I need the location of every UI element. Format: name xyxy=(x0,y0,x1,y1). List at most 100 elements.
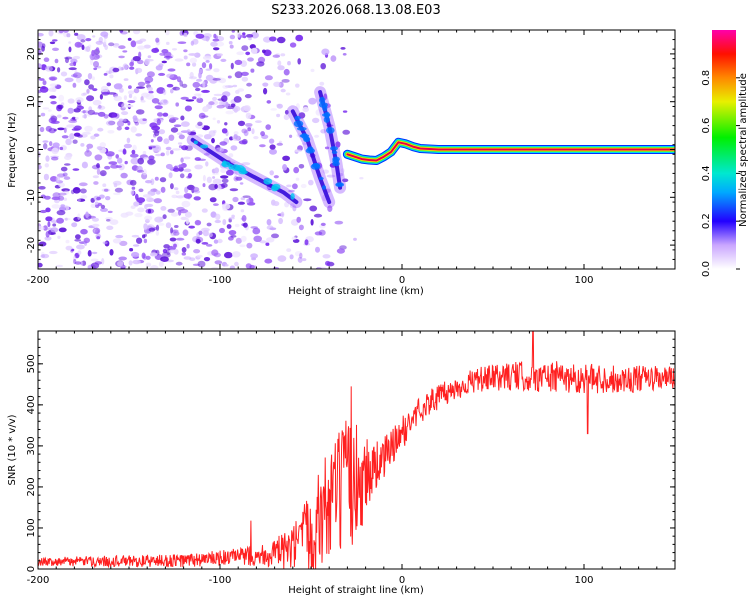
spectrogram-speckle-dot xyxy=(240,209,245,213)
spectrogram-speckle-dot xyxy=(321,48,330,56)
spectrogram-speckle-dot xyxy=(172,148,181,151)
spectrogram-speckle-dot xyxy=(129,66,135,70)
spectrogram-speckle-dot xyxy=(99,142,107,148)
spectrogram-speckle-dot xyxy=(158,129,166,135)
spectrogram-speckle-dot xyxy=(201,242,209,245)
spectrogram-speckle-dot xyxy=(132,244,140,247)
spectrogram-speckle-dot xyxy=(78,182,88,187)
spectrogram-speckle-dot xyxy=(133,30,141,35)
spectrogram-speckle-dot xyxy=(242,195,251,198)
spectrogram-speckle-dot xyxy=(202,55,212,60)
spectrogram-speckle-dot xyxy=(219,141,228,146)
spectrogram-speckle-dot xyxy=(62,172,68,177)
spectrogram-speckle-dot xyxy=(115,234,124,239)
spectrogram-speckle-dot xyxy=(155,153,162,157)
spectrogram-speckle-dot xyxy=(123,143,132,149)
spectrogram-speckle-dot xyxy=(122,50,128,53)
spectrogram-speckle-dot xyxy=(64,217,68,221)
spectrogram-speckle-dot xyxy=(133,96,137,101)
spectrogram-speckle-dot xyxy=(122,63,128,70)
spectrogram-speckle-dot xyxy=(322,254,331,259)
spectrogram-speckle-dot xyxy=(232,196,239,203)
spectrogram-speckle-dot xyxy=(45,125,52,132)
spectrogram-speckle-dot xyxy=(130,157,140,165)
spectrogram-streak-blob xyxy=(321,185,327,190)
spectrogram-speckle-dot xyxy=(170,212,179,217)
spectrogram-speckle-dot xyxy=(60,166,68,172)
spectrogram-x-label: Height of straight line (km) xyxy=(288,286,424,297)
spectrogram-speckle-dot xyxy=(266,225,274,230)
spectrogram-speckle-dot xyxy=(242,32,246,36)
spectrogram-speckle-dot xyxy=(165,163,173,170)
spectrogram-speckle-dot xyxy=(322,169,329,174)
spectrogram-speckle-dot xyxy=(124,160,128,165)
spectrogram-speckle-dot xyxy=(253,235,262,242)
spectrogram-speckle-dot xyxy=(67,107,74,114)
spectrogram-speckle-dot xyxy=(72,72,82,79)
spectrogram-speckle-dot xyxy=(276,103,283,109)
spectrogram-speckle-dot xyxy=(56,114,62,118)
spectrogram-speckle-dot xyxy=(183,168,192,173)
spectrogram-speckle-dot xyxy=(168,249,177,254)
spectrogram-speckle-dot xyxy=(342,178,349,183)
spectrogram-speckle-dot xyxy=(302,106,310,113)
spectrogram-speckle-dot xyxy=(77,250,82,255)
spectrogram-speckle-dot xyxy=(38,63,42,70)
spectrogram-streak-blob xyxy=(326,126,335,134)
spectrogram-speckle-dot xyxy=(95,47,100,52)
spectrogram-speckle-dot xyxy=(74,70,78,75)
spectrogram-speckle-dot xyxy=(237,88,245,92)
spectrogram-speckle-dot xyxy=(159,177,167,183)
spectrogram-speckle-dot xyxy=(222,84,229,89)
spectrogram-speckle-dot xyxy=(310,68,315,73)
spectrogram-speckle-dot xyxy=(191,186,200,192)
spectrogram-streak-blob xyxy=(296,126,307,131)
spectrogram-speckle-dot xyxy=(160,186,166,193)
spectrogram-speckle-dot xyxy=(153,198,162,204)
spectrogram-speckle-dot xyxy=(71,222,78,228)
spectrogram-speckle-dot xyxy=(228,41,233,45)
spectrogram-speckle-dot xyxy=(43,225,48,231)
spectrogram-speckle-dot xyxy=(134,213,143,218)
spectrogram-speckle-dot xyxy=(180,163,187,168)
spectrogram-speckle-dot xyxy=(47,221,51,228)
spectrogram-speckle-dot xyxy=(56,217,64,224)
colorbar: 0.0 0.2 0.4 0.6 0.8 Normalized spectral ampl… xyxy=(701,30,749,277)
spectrogram-speckle-dot xyxy=(248,37,252,41)
spectrogram-speckle-dot xyxy=(172,229,179,233)
spectrogram-speckle-dot xyxy=(296,216,302,223)
spectrogram-speckle-dot xyxy=(38,241,47,247)
spectrogram-speckle-dot xyxy=(289,254,294,260)
spectrogram-speckle-dot xyxy=(100,85,109,93)
spectrogram-speckle-dot xyxy=(210,41,218,47)
spectrogram-speckle-dot xyxy=(145,180,153,184)
spectrogram-speckle-dot xyxy=(154,130,160,137)
spectrogram-speckle-dot xyxy=(92,217,99,222)
spectrogram-speckle-dot xyxy=(44,195,51,200)
spectrogram-speckle-dot xyxy=(215,147,225,153)
spectrogram-speckle-dot xyxy=(65,138,72,146)
spectrogram-speckle-dot xyxy=(342,129,351,135)
spectrogram-speckle-dot xyxy=(221,182,228,188)
spectrogram-speckle-dot xyxy=(77,198,81,202)
spectrogram-speckle-dot xyxy=(54,58,59,64)
spectrogram-speckle-dot xyxy=(170,227,174,234)
spectrogram-speckle-dot xyxy=(206,222,212,227)
spectrogram-speckle-dot xyxy=(234,59,243,65)
spectrogram-speckle-dot xyxy=(233,107,238,113)
spectrogram-speckle-dot xyxy=(202,174,206,182)
spectrogram-speckle-dot xyxy=(106,225,114,230)
spectrogram-speckle-dot xyxy=(278,217,283,225)
spectrogram-streak-blob xyxy=(318,102,328,108)
spectrogram-speckle-dot xyxy=(106,82,112,87)
spectrogram-speckle-dot xyxy=(123,95,127,100)
spectrogram-speckle-dot xyxy=(212,176,216,179)
spectrogram-speckle-dot xyxy=(71,74,78,78)
spectrogram-speckle-dot xyxy=(116,126,122,131)
spectrogram-speckle-dot xyxy=(55,264,64,268)
spectrogram-speckle-dot xyxy=(131,186,136,190)
spectrogram-speckle-dot xyxy=(93,181,99,185)
spectrogram-speckle-dot xyxy=(151,98,160,104)
spectrogram-speckle-dot xyxy=(210,211,217,218)
spectrogram-speckle-dot xyxy=(80,228,88,235)
